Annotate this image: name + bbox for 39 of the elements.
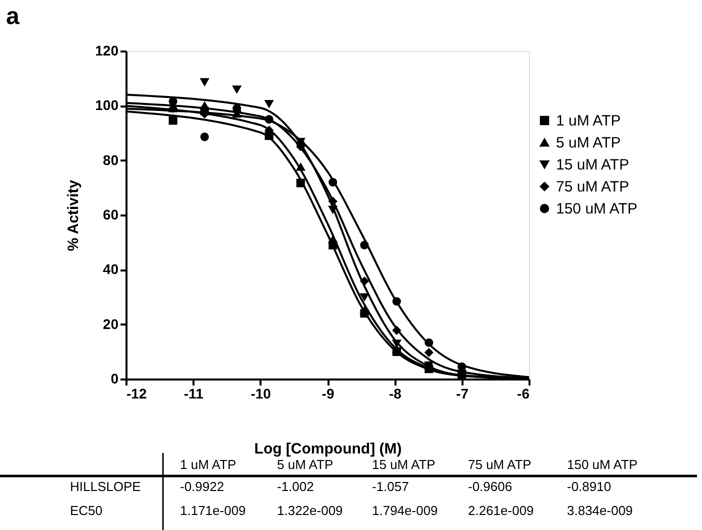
legend-label: 1 uM ATP <box>556 112 621 130</box>
x-tick-label: -6 <box>517 386 530 402</box>
text: 1.322e-009 <box>277 503 343 518</box>
text: 1 uM ATP <box>180 457 236 472</box>
text: 5 uM ATP <box>277 457 334 472</box>
legend-label: 75 uM ATP <box>556 178 630 196</box>
text: 1.794e-009 <box>372 503 438 518</box>
y-tick-label: 40 <box>102 261 119 278</box>
legend-label: 150 uM ATP <box>556 200 638 218</box>
x-tick-label: -9 <box>322 386 334 402</box>
y-tick-label: 120 <box>95 42 119 58</box>
text: EC50 <box>70 503 103 518</box>
text: -1.057 <box>372 479 409 494</box>
y-tick-label: 20 <box>102 316 119 332</box>
x-axis-title: Log [Compound] (M) <box>254 440 402 458</box>
text: -0.8910 <box>567 479 612 494</box>
text: 1.171e-009 <box>180 503 246 518</box>
y-tick-label: 100 <box>95 97 119 114</box>
x-tick-label: -10 <box>250 386 272 402</box>
text: -0.9606 <box>468 479 512 494</box>
text: 75 uM ATP <box>468 457 532 472</box>
text: 3.834e-009 <box>567 503 633 518</box>
y-tick-label: 80 <box>102 152 119 168</box>
y-axis-title: % Activity <box>65 179 82 252</box>
chart-title: a <box>6 3 20 30</box>
text: 15 uM ATP <box>372 457 436 472</box>
legend-label: 5 uM ATP <box>556 134 621 152</box>
text: -0.9922 <box>180 479 224 494</box>
x-tick-label: -7 <box>456 386 469 402</box>
text: -1.002 <box>277 479 314 494</box>
text: 2.261e-009 <box>468 503 534 518</box>
text: 150 uM ATP <box>567 457 638 472</box>
y-tick-label: 60 <box>102 206 119 222</box>
x-tick-label: -8 <box>388 386 402 402</box>
x-tick-label: -12 <box>126 386 147 402</box>
x-tick-label: -11 <box>184 386 204 402</box>
y-tick-label: 0 <box>110 370 119 386</box>
legend-label: 15 uM ATP <box>556 156 630 174</box>
text: HILLSLOPE <box>70 479 142 494</box>
